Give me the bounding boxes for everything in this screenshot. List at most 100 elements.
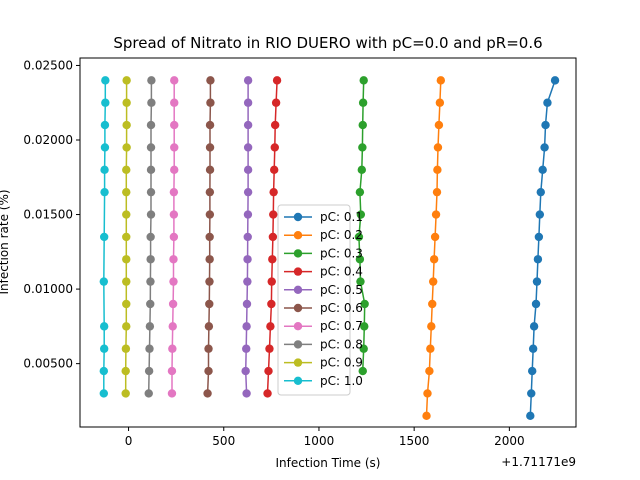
legend-label: pC: 0.8 — [320, 337, 363, 351]
legend-label: pC: 0.2 — [320, 228, 363, 242]
data-point — [356, 277, 365, 286]
data-point — [100, 120, 110, 130]
data-point — [146, 299, 155, 309]
data-point — [538, 165, 547, 175]
data-point — [243, 165, 253, 175]
data-point — [170, 120, 179, 130]
legend-marker — [293, 231, 303, 240]
data-point — [168, 322, 177, 331]
data-point — [204, 366, 213, 376]
data-point — [528, 366, 537, 376]
data-point — [122, 322, 131, 331]
data-point — [433, 165, 442, 175]
legend-marker — [293, 322, 303, 331]
data-point — [425, 366, 434, 376]
legend-item: pC: 0.5 — [284, 283, 363, 297]
data-point — [169, 255, 178, 264]
data-point — [122, 98, 131, 107]
data-point — [204, 344, 213, 353]
data-point — [122, 120, 131, 130]
data-point — [430, 232, 440, 242]
data-point — [243, 120, 253, 130]
data-point — [99, 232, 109, 242]
x-axis: 0 500 1000 1500 2000 — [125, 427, 525, 448]
data-point — [169, 232, 179, 242]
data-point — [354, 232, 364, 242]
data-point — [170, 143, 179, 152]
legend: pC: 0.1 pC: 0.2 pC: 0.3 pC: 0.4 pC: 0.5 pC: 0… — [277, 204, 363, 396]
data-point — [205, 187, 215, 197]
legend-marker — [293, 267, 303, 276]
data-point — [529, 322, 539, 331]
data-point — [170, 165, 179, 175]
data-point — [122, 277, 131, 286]
legend-item: pC: 0.3 — [284, 246, 363, 260]
data-point — [531, 299, 541, 309]
data-point — [146, 255, 155, 264]
data-point — [145, 322, 155, 331]
x-tick-label: 2000 — [494, 434, 525, 448]
legend-marker — [293, 303, 303, 313]
data-point — [422, 411, 431, 421]
data-point — [170, 98, 179, 107]
data-point — [270, 120, 280, 130]
data-point — [434, 120, 444, 130]
data-point — [146, 143, 156, 152]
x-tick-label: 500 — [212, 434, 235, 448]
data-point — [528, 344, 538, 353]
data-point — [358, 143, 367, 152]
series-pc-0-8 — [144, 76, 156, 398]
data-point — [242, 299, 252, 309]
data-point — [121, 389, 130, 398]
series-pc-0-3 — [354, 76, 369, 376]
data-point — [146, 232, 155, 242]
data-point — [167, 389, 177, 398]
legend-label: pC: 1.0 — [320, 374, 363, 388]
data-point — [205, 277, 214, 286]
data-point — [147, 76, 156, 85]
legend-marker — [293, 340, 303, 349]
data-point — [121, 344, 131, 353]
data-point — [535, 210, 545, 219]
data-point — [241, 366, 250, 376]
series-pc-0-7 — [167, 76, 179, 398]
x-tick-label: 1500 — [399, 434, 430, 448]
legend-label: pC: 0.5 — [320, 283, 363, 297]
data-point — [429, 255, 439, 264]
series-pc-0-4 — [263, 76, 282, 398]
x-tick-label: 0 — [125, 434, 133, 448]
data-point — [263, 389, 272, 398]
data-point — [435, 98, 445, 107]
data-point — [541, 120, 550, 130]
data-point — [268, 232, 278, 242]
data-point — [266, 322, 275, 331]
legend-marker — [293, 249, 303, 258]
data-point — [147, 98, 156, 107]
series-line — [425, 80, 442, 416]
data-point — [357, 165, 366, 175]
data-point — [436, 76, 446, 85]
data-point — [146, 165, 156, 175]
data-point — [144, 389, 153, 398]
data-point — [267, 277, 276, 286]
data-point — [243, 98, 253, 107]
data-point — [269, 210, 278, 219]
data-point — [360, 322, 369, 331]
data-point — [122, 187, 131, 197]
data-point — [204, 322, 214, 331]
data-point — [360, 299, 369, 309]
data-point — [540, 143, 549, 152]
data-point — [427, 322, 436, 331]
legend-label: pC: 0.6 — [320, 301, 363, 315]
data-point — [358, 98, 368, 107]
legend-item: pC: 0.1 — [284, 210, 363, 224]
legend-label: pC: 0.1 — [320, 210, 363, 224]
x-tick-label: 1000 — [304, 434, 335, 448]
data-point — [122, 299, 131, 309]
y-tick-label: 0.01500 — [23, 208, 73, 222]
data-point — [242, 322, 251, 331]
legend-label: pC: 0.3 — [320, 246, 363, 260]
data-point — [205, 232, 214, 242]
data-point — [122, 143, 131, 152]
